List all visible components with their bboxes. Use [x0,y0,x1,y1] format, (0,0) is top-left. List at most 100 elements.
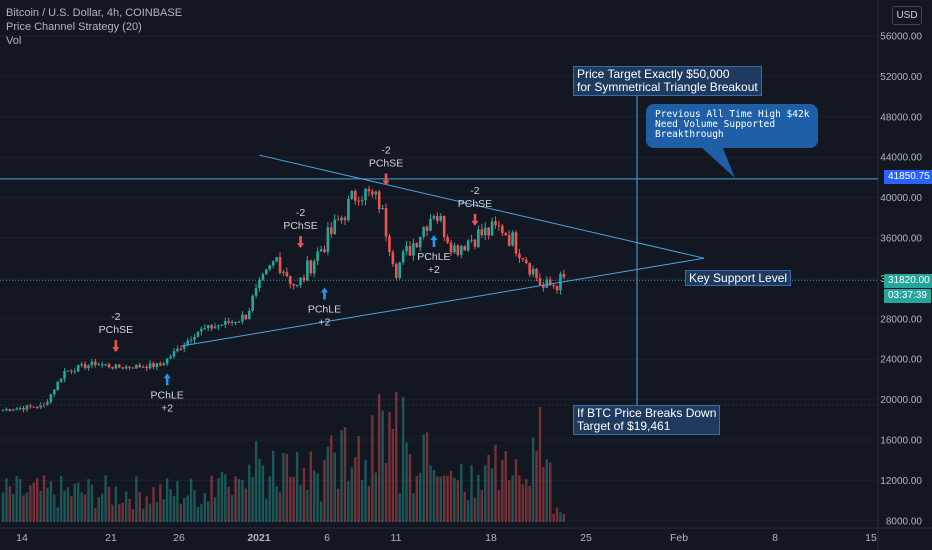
long-signal[interactable]: PChLE+2 [417,234,451,276]
target-down-line-2: Target of $19,461 [577,419,671,433]
volume-bar [330,435,333,522]
candle-body [360,200,364,202]
indicator-label[interactable]: Price Channel Strategy (20) [6,21,142,33]
volume-bar [87,479,90,522]
signal-count-label: +2 [428,264,440,276]
candle-body [278,257,282,273]
symbol-title[interactable]: Bitcoin / U.S. Dollar, 4h, COINBASE [6,7,183,19]
resistance-price-tag: 41850.75 [884,170,932,184]
volume-bar [528,486,531,522]
volume-bar [210,475,213,522]
volume-bar [371,415,374,522]
candle-body [288,276,292,284]
volume-bar [398,493,401,522]
candle-body [343,217,347,221]
candle-body [5,409,8,411]
candle-body [145,366,148,369]
volume-bar [429,465,432,522]
candle-body [367,188,371,192]
candle-body [169,356,172,359]
candle-body [528,263,531,275]
candle-body [487,227,490,236]
short-arrow-icon [471,213,479,226]
candle-body [384,208,388,237]
volume-bar [401,397,405,522]
candle-body [117,364,121,368]
volume-bar [49,480,53,522]
key-support-annotation[interactable]: Key Support Level [685,270,792,286]
candle-body [316,251,319,262]
volume-bar [254,441,258,522]
currency-button[interactable]: USD [892,6,922,25]
candle-body [189,339,193,341]
x-tick-label: 14 [16,532,28,544]
volume-bar [442,475,446,522]
candle-body [538,277,542,285]
volume-bar [388,412,391,522]
candle-body [182,345,186,349]
candle-body [395,263,398,278]
target-up-annotation[interactable]: Price Target Exactly $50,000 for Symmetr… [573,66,762,96]
volume-bar [391,428,395,522]
volume-bar [562,513,566,522]
short-arrow-icon [297,236,305,249]
volume-bar [200,504,203,522]
volume-bar [313,470,316,522]
all-time-high-callout[interactable]: Previous All Time High $42k Need Volume … [646,104,819,148]
volume-bar [39,490,42,522]
volume-bar [282,453,285,522]
candle-body [124,366,128,369]
volume-bar [203,493,206,522]
volume-bar [8,486,12,522]
signal-count-label: -2 [470,185,479,197]
candle-body [408,245,412,256]
volume-bar [511,475,514,522]
y-tick-label: 36000.00 [880,234,922,245]
y-tick-label: 8000.00 [886,516,923,527]
volume-bar [497,489,501,522]
volume-bar [230,495,234,522]
candle-body [265,269,268,275]
callout-line-1: Previous All Time High $42k [655,109,810,120]
candle-body [381,208,384,210]
volume-bar [56,507,59,522]
candle-body [53,389,56,395]
volume-label[interactable]: Vol [6,35,22,47]
candle-body [29,405,32,407]
candle-body [121,367,124,369]
candle-body [39,404,42,408]
volume-bar [381,410,384,522]
x-tick-label: 21 [105,532,117,544]
candle-body [480,229,484,236]
signal-count-label: -2 [296,207,305,219]
candle-body [398,262,402,278]
candle-body [73,371,77,373]
volume-bar [412,493,415,522]
triangle-upper-line[interactable] [259,154,705,259]
volume-bar [251,476,254,522]
y-tick-label: 28000.00 [880,314,922,325]
candle-body [473,239,477,247]
volume-bar [59,475,63,522]
x-tick-label: Feb [670,532,688,544]
candle-body [1,409,5,411]
candle-body [159,363,162,366]
x-tick-label: 26 [173,532,185,544]
candle-body [186,340,189,346]
long-signal[interactable]: PChLE+2 [308,287,341,328]
long-signal[interactable]: PChLE+2 [151,373,184,414]
candle-body [494,221,497,226]
volume-bar [213,497,217,522]
candle-body [542,284,545,288]
candle-body [336,219,340,221]
volume-bar [419,472,422,522]
volume-bar [152,486,155,522]
triangle-lower-line[interactable] [180,257,705,347]
target-down-annotation[interactable]: If BTC Price Breaks Down Target of $19,4… [573,405,721,435]
candle-body [46,401,49,405]
